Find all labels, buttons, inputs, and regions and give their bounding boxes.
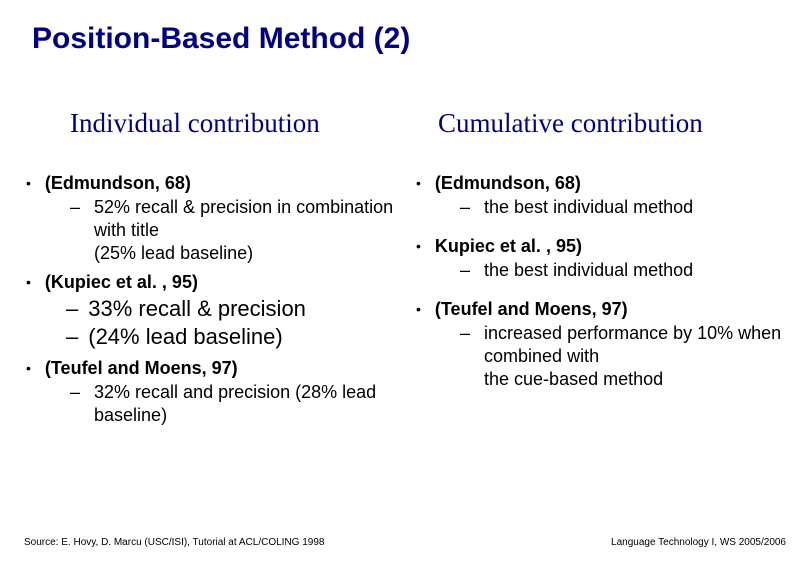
dash-icon: –	[460, 322, 470, 345]
bullet-item: • (Teufel and Moens, 97)	[416, 298, 804, 320]
right-column: • (Edmundson, 68) – the best individual …	[416, 172, 804, 391]
sub-text: 32% recall and precision (28% lead basel…	[94, 381, 416, 427]
bullet-dot-icon: •	[26, 172, 31, 194]
bullet-text: Kupiec et al. , 95)	[435, 235, 582, 257]
sub-item: – 52% recall & precision in combination …	[70, 196, 416, 265]
bullet-dot-icon: •	[26, 271, 31, 293]
dash-icon: –	[66, 295, 78, 323]
footer-text: Language Technology I, WS 2005/2006	[611, 537, 786, 548]
sub-text: the best individual method	[484, 196, 693, 219]
bullet-text: (Edmundson, 68)	[45, 172, 191, 194]
dash-icon: –	[70, 381, 80, 404]
bullet-dot-icon: •	[416, 298, 421, 320]
dash-icon: –	[70, 196, 80, 219]
sub-item: – 33% recall & precision	[66, 295, 416, 323]
sub-text: (24% lead baseline)	[88, 323, 282, 351]
bullet-item: • (Edmundson, 68)	[416, 172, 804, 194]
bullet-text: (Edmundson, 68)	[435, 172, 581, 194]
sub-text: 52% recall & precision in combination wi…	[94, 196, 416, 265]
bullet-item: • (Edmundson, 68)	[26, 172, 416, 194]
bullet-text: (Teufel and Moens, 97)	[45, 357, 238, 379]
slide-title: Position-Based Method (2)	[32, 22, 410, 56]
sub-item: – the best individual method	[460, 259, 804, 282]
bullet-item: • (Teufel and Moens, 97)	[26, 357, 416, 379]
bullet-dot-icon: •	[416, 235, 421, 257]
right-column-heading: Cumulative contribution	[438, 108, 703, 139]
dash-icon: –	[460, 259, 470, 282]
dash-icon: –	[460, 196, 470, 219]
source-citation: Source: E. Hovy, D. Marcu (USC/ISI), Tut…	[24, 537, 324, 548]
left-column-heading: Individual contribution	[70, 108, 320, 139]
bullet-dot-icon: •	[26, 357, 31, 379]
bullet-item: • Kupiec et al. , 95)	[416, 235, 804, 257]
sub-item: – the best individual method	[460, 196, 804, 219]
sub-item: – increased performance by 10% when comb…	[460, 322, 804, 391]
bullet-text: (Teufel and Moens, 97)	[435, 298, 628, 320]
bullet-dot-icon: •	[416, 172, 421, 194]
bullet-item: • (Kupiec et al. , 95)	[26, 271, 416, 293]
sub-item: – (24% lead baseline)	[66, 323, 416, 351]
sub-item: – 32% recall and precision (28% lead bas…	[70, 381, 416, 427]
sub-text: the best individual method	[484, 259, 693, 282]
left-column: • (Edmundson, 68) – 52% recall & precisi…	[26, 172, 416, 427]
sub-text: 33% recall & precision	[88, 295, 306, 323]
dash-icon: –	[66, 323, 78, 351]
bullet-text: (Kupiec et al. , 95)	[45, 271, 198, 293]
sub-text: increased performance by 10% when combin…	[484, 322, 804, 391]
